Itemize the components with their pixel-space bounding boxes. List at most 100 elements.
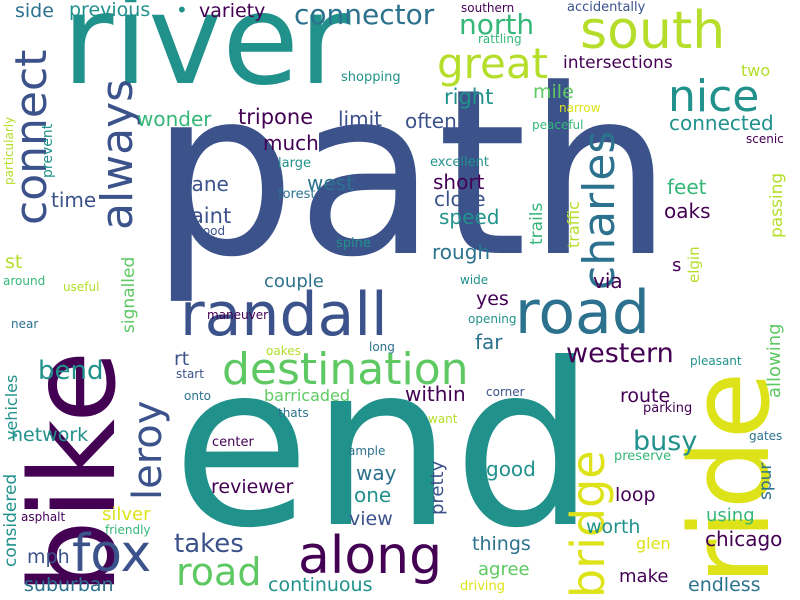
word-previous: previous — [69, 0, 151, 21]
word-preserve: preserve — [614, 449, 672, 464]
word-nice: nice — [668, 71, 760, 122]
word-elgin: elgin — [685, 246, 703, 283]
word-western: western — [566, 338, 674, 369]
word-large: large — [278, 156, 311, 171]
word-randall: randall — [180, 280, 388, 350]
word-corner: corner — [486, 385, 525, 399]
word-friendly: friendly — [105, 523, 151, 537]
word-ample: ample — [348, 444, 386, 458]
word-fox: fox — [72, 524, 152, 584]
word-using: using — [706, 505, 755, 526]
word-road: road — [515, 278, 650, 348]
word-long: long — [369, 340, 395, 354]
word-glen: glen — [636, 534, 671, 553]
word-limit: limit — [338, 107, 382, 131]
word-path: path — [150, 41, 673, 308]
word-much: much — [263, 131, 319, 155]
word-suburban: suburban — [24, 574, 114, 596]
word-start: start — [176, 367, 204, 381]
word-maneuver: maneuver — [207, 308, 269, 322]
word-yes: yes — [476, 288, 509, 310]
word-trails: trails — [527, 202, 547, 245]
word-good: good — [486, 457, 536, 481]
word-busy: busy — [633, 426, 698, 457]
word-signalled: signalled — [119, 256, 139, 333]
word-south: south — [580, 1, 726, 61]
word-within: within — [405, 382, 466, 406]
word-onto: onto — [184, 389, 211, 403]
word-particularly: particularly — [2, 116, 16, 185]
word-around: around — [3, 274, 46, 288]
word-make: make — [619, 566, 669, 587]
word-st: st — [5, 251, 23, 273]
word-rattling: rattling — [478, 32, 522, 46]
word-thats: thats — [278, 406, 309, 420]
word-north: north — [459, 8, 535, 41]
word-wide: wide — [460, 273, 489, 287]
word-river: river — [62, 0, 351, 113]
word-traffic: traffic — [564, 201, 583, 248]
word-allowing: allowing — [764, 323, 785, 398]
word-one: one — [354, 483, 392, 507]
word-reviewer: reviewer — [211, 476, 294, 498]
word-shopping: shopping — [341, 70, 401, 85]
word-parking: parking — [643, 401, 693, 416]
word-useful: useful — [63, 280, 100, 294]
word-feet: feet — [667, 175, 707, 199]
word-view: view — [349, 508, 393, 530]
word-dot: • — [176, 0, 188, 22]
word-way: way — [356, 461, 397, 485]
word-near: near — [11, 317, 39, 331]
word-west: west — [307, 171, 354, 195]
word-oakes: oakes — [266, 344, 301, 358]
word-pretty: pretty — [427, 460, 448, 515]
word-along: along — [298, 526, 443, 586]
word-saint: saint — [180, 204, 232, 228]
word-continuous: continuous — [268, 574, 373, 596]
word-center: center — [212, 435, 254, 450]
word-couple: couple — [264, 271, 324, 292]
word-worth: worth — [586, 516, 641, 538]
word-want: want — [428, 412, 458, 426]
word-wood: wood — [193, 224, 226, 238]
word-opening: opening — [468, 312, 517, 326]
word-connected: connected — [669, 111, 774, 135]
word-end: end — [172, 316, 596, 578]
word-close: close — [434, 187, 486, 211]
word-far: far — [475, 330, 503, 354]
word-forest: forest — [278, 187, 316, 202]
word-accidentally: accidentally — [567, 0, 646, 15]
word-loop: loop — [615, 484, 656, 506]
word-barricaded: barricaded — [264, 386, 351, 405]
word-narrow: narrow — [559, 101, 601, 115]
word-silver: silver — [102, 504, 151, 525]
word-often: often — [405, 109, 457, 133]
word-side: side — [15, 0, 54, 22]
word-charles: charles — [574, 130, 625, 290]
word-spur: spur — [756, 462, 776, 500]
word-intersections: intersections — [563, 53, 673, 73]
word-oaks: oaks — [664, 199, 711, 223]
word-prevent: prevent — [40, 123, 56, 178]
word-always: always — [92, 78, 143, 230]
word-rough: rough — [432, 240, 491, 264]
word-takes: takes — [174, 529, 244, 559]
word-scenic: scenic — [746, 132, 784, 146]
word-great: great — [437, 39, 549, 88]
word-spine: spine — [336, 236, 371, 251]
word-destination: destination — [222, 344, 469, 395]
word-things: things — [472, 533, 531, 555]
word-mile: mile — [533, 81, 574, 103]
word-time: time — [51, 188, 97, 212]
word-peaceful: peaceful — [532, 118, 584, 132]
word-vehicles: vehicles — [2, 374, 21, 440]
word-driving: driving — [460, 579, 506, 594]
word-right: right — [444, 85, 494, 109]
word-leroy: leroy — [125, 400, 171, 500]
word-rt: rt — [174, 348, 190, 370]
word-two: two — [741, 61, 771, 80]
word-speed: speed — [439, 205, 500, 229]
word-road-small: road — [176, 550, 262, 594]
word-short: short — [433, 170, 485, 194]
